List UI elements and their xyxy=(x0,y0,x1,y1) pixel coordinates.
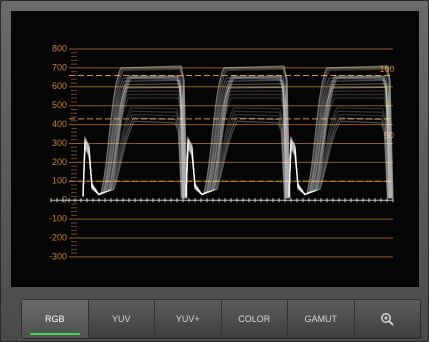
tab-rgb[interactable]: RGB xyxy=(22,300,89,338)
scale-label: 600 xyxy=(52,81,67,91)
scale-label: 200 xyxy=(52,157,67,167)
waveform-panel: 8007006005004003002001000-100-200-300100… xyxy=(0,0,429,342)
scale-label: 700 xyxy=(52,62,67,72)
zoom-icon xyxy=(380,312,394,326)
scale-label: -200 xyxy=(49,232,67,242)
scale-label: 800 xyxy=(52,43,67,53)
tab-gamut[interactable]: GAMUT xyxy=(288,300,355,338)
tab-yuv-plus[interactable]: YUV+ xyxy=(155,300,222,338)
scale-label: 100 xyxy=(52,176,67,186)
scale-label: -100 xyxy=(49,213,67,223)
zoom-button[interactable] xyxy=(355,300,421,338)
scale-label: -300 xyxy=(49,251,67,261)
scale-label: 500 xyxy=(52,100,67,110)
scale-label: 300 xyxy=(52,138,67,148)
tab-color[interactable]: COLOR xyxy=(222,300,289,338)
tab-bar: RGB YUV YUV+ COLOR GAMUT xyxy=(21,299,421,339)
waveform-display: 8007006005004003002001000-100-200-300100… xyxy=(11,11,419,287)
scale-label: 400 xyxy=(52,119,67,129)
tab-yuv[interactable]: YUV xyxy=(89,300,156,338)
